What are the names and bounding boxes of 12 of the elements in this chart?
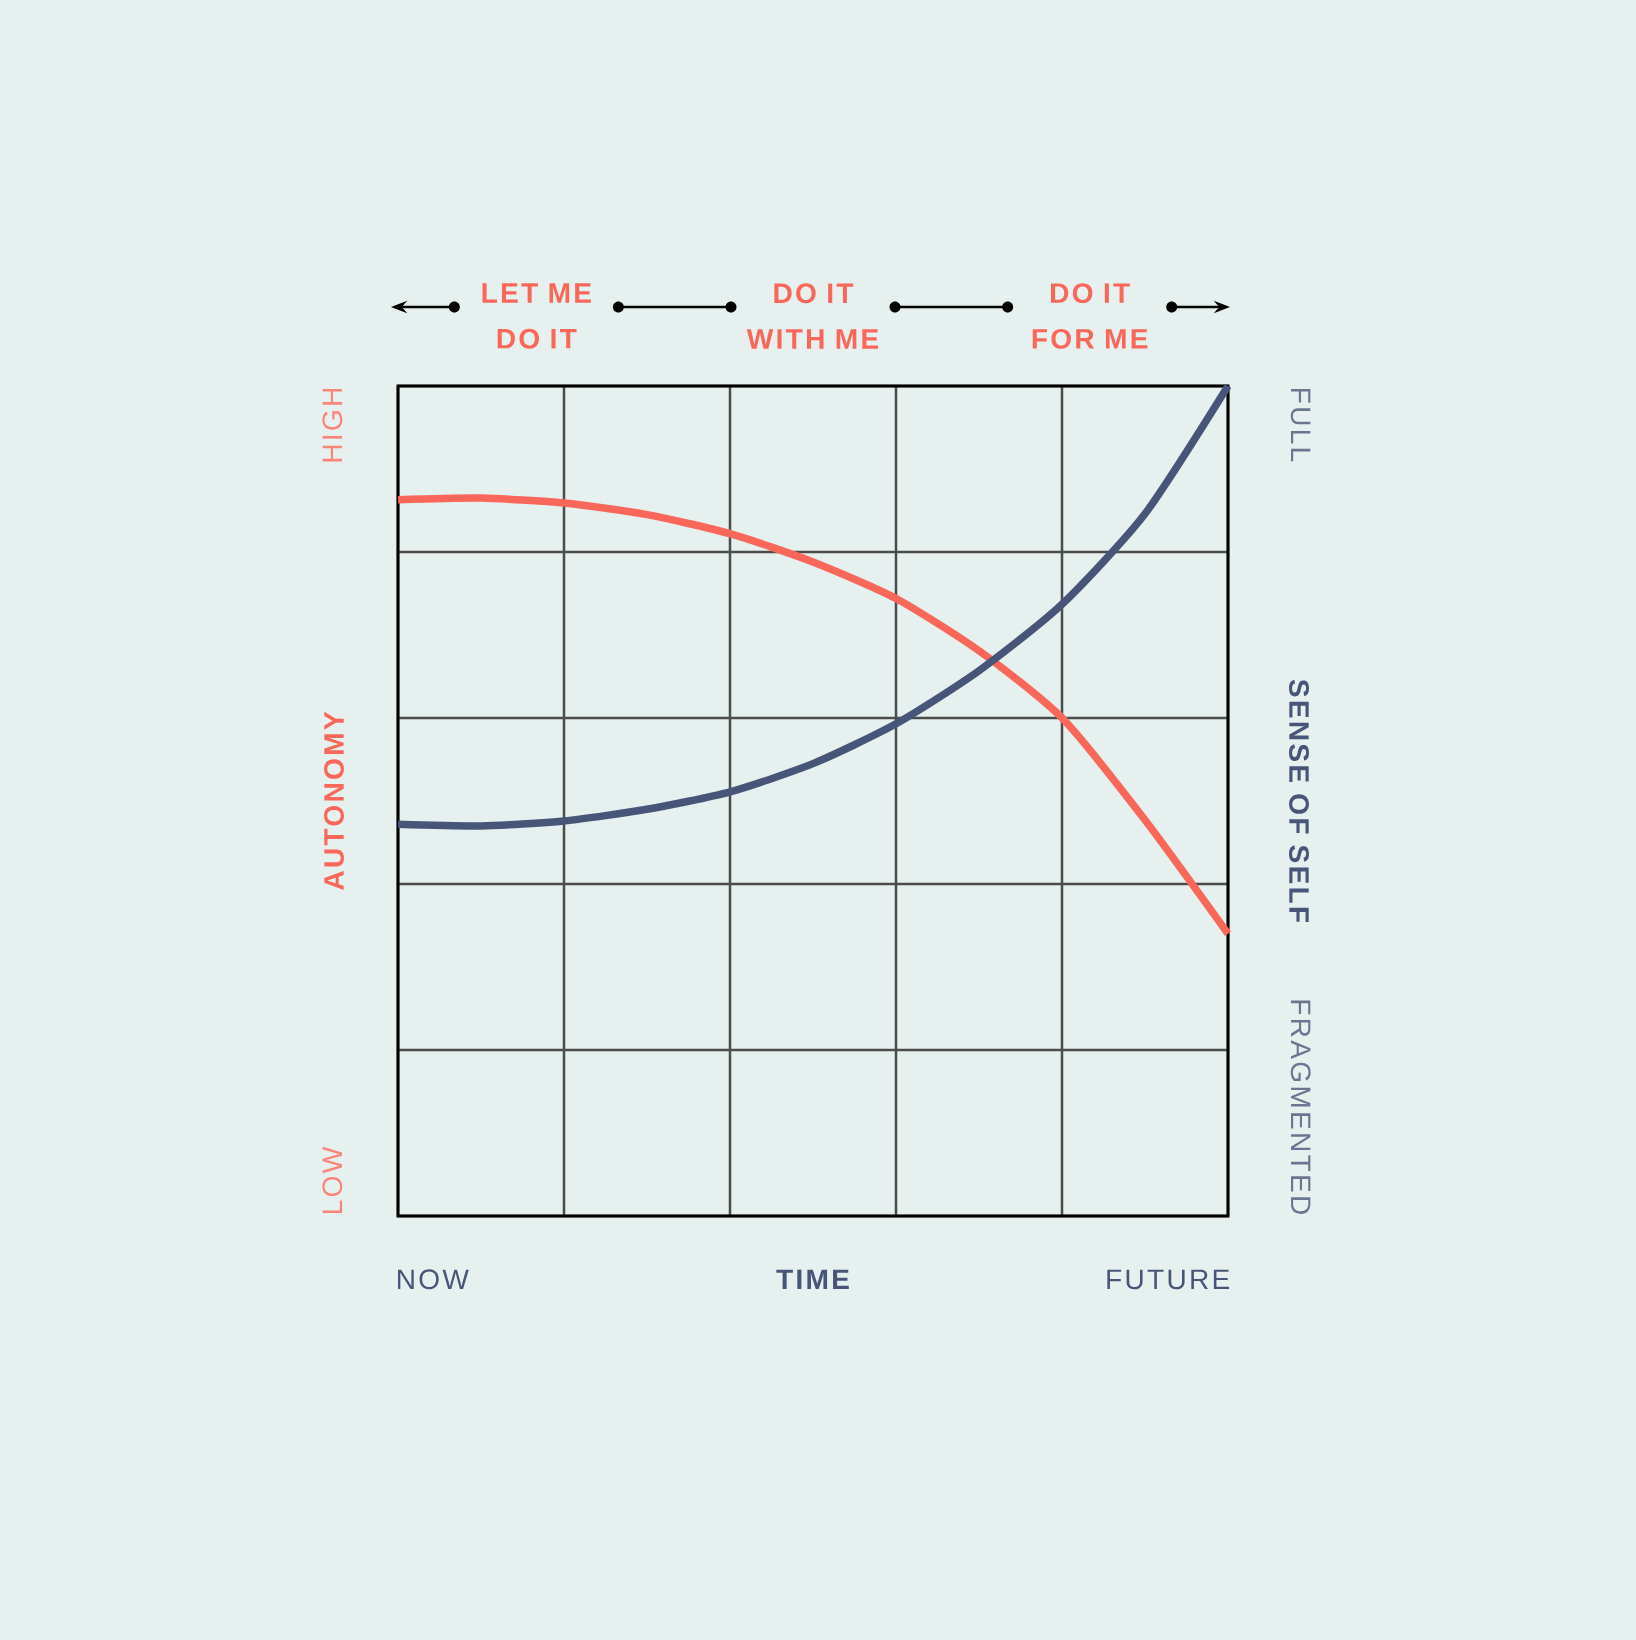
text: LET ME DO IT — [482, 283, 591, 349]
text: FULL — [1290, 389, 1311, 462]
text: DO IT FOR ME — [1032, 283, 1148, 349]
y2-axis-title: SENSE OF SELF — [1289, 679, 1309, 923]
text: FUTURE — [1107, 1269, 1230, 1290]
y-axis-title: AUTONOMY — [324, 711, 344, 890]
text: FRAGMENTED — [1290, 1000, 1311, 1214]
text: LOW — [322, 1146, 343, 1213]
text: NOW — [398, 1269, 469, 1290]
text: HIGH — [322, 388, 343, 462]
text: DO IT WITH ME — [746, 283, 879, 349]
x-axis-title: TIME — [776, 1269, 849, 1289]
